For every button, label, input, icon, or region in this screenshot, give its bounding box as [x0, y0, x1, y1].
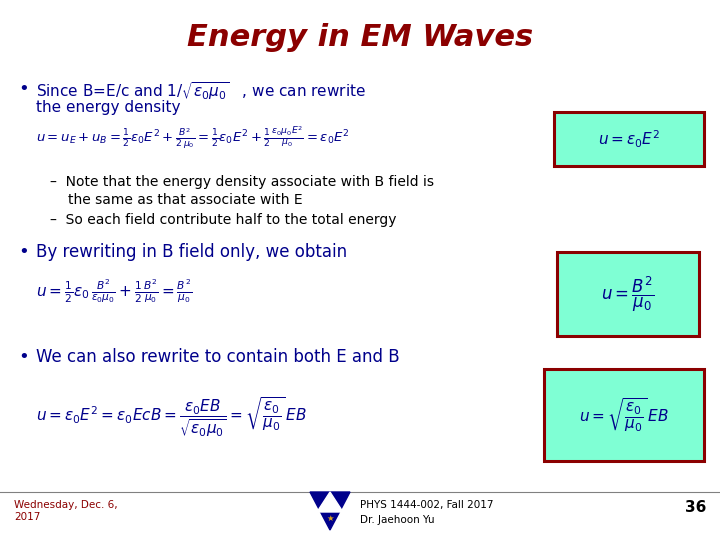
FancyBboxPatch shape [557, 252, 699, 336]
Text: By rewriting in B field only, we obtain: By rewriting in B field only, we obtain [36, 243, 347, 261]
Text: the same as that associate with E: the same as that associate with E [68, 193, 302, 207]
Text: –  Note that the energy density associate with B field is: – Note that the energy density associate… [50, 175, 434, 189]
Text: –  So each field contribute half to the total energy: – So each field contribute half to the t… [50, 213, 397, 227]
Text: $u = \varepsilon_0 E^2$: $u = \varepsilon_0 E^2$ [598, 129, 660, 150]
Text: $u = \sqrt{\dfrac{\varepsilon_0}{\mu_0}}\,EB$: $u = \sqrt{\dfrac{\varepsilon_0}{\mu_0}}… [579, 396, 669, 434]
Text: Energy in EM Waves: Energy in EM Waves [187, 24, 533, 52]
Text: the energy density: the energy density [36, 100, 181, 115]
Text: $u = \varepsilon_0 E^2 = \varepsilon_0 EcB = \dfrac{\varepsilon_0 EB}{\sqrt{\var: $u = \varepsilon_0 E^2 = \varepsilon_0 E… [36, 395, 307, 439]
FancyBboxPatch shape [544, 369, 704, 461]
Text: PHYS 1444-002, Fall 2017: PHYS 1444-002, Fall 2017 [360, 500, 493, 510]
FancyBboxPatch shape [554, 112, 704, 166]
Text: $u = \dfrac{B^2}{\mu_0}$: $u = \dfrac{B^2}{\mu_0}$ [601, 274, 654, 314]
Polygon shape [317, 492, 343, 512]
Text: Dr. Jaehoon Yu: Dr. Jaehoon Yu [360, 515, 435, 525]
Text: We can also rewrite to contain both E and B: We can also rewrite to contain both E an… [36, 348, 400, 366]
Text: ★: ★ [326, 514, 334, 523]
Text: •: • [18, 243, 29, 261]
Text: Wednesday, Dec. 6,
2017: Wednesday, Dec. 6, 2017 [14, 500, 117, 522]
Text: •: • [18, 80, 29, 98]
Polygon shape [310, 492, 350, 530]
Text: •: • [18, 348, 29, 366]
Text: $u = u_E + u_B = \frac{1}{2}\varepsilon_0 E^2 + \frac{B^2}{2\,\mu_0} = \frac{1}{: $u = u_E + u_B = \frac{1}{2}\varepsilon_… [36, 125, 349, 151]
Text: $u = \frac{1}{2}\varepsilon_0\,\frac{B^2}{\varepsilon_0\mu_0} + \frac{1}{2}\frac: $u = \frac{1}{2}\varepsilon_0\,\frac{B^2… [36, 278, 192, 306]
Text: Since B=E/c and $1/\sqrt{\varepsilon_0\mu_0}$   , we can rewrite: Since B=E/c and $1/\sqrt{\varepsilon_0\m… [36, 80, 366, 102]
Text: 36: 36 [685, 500, 706, 515]
